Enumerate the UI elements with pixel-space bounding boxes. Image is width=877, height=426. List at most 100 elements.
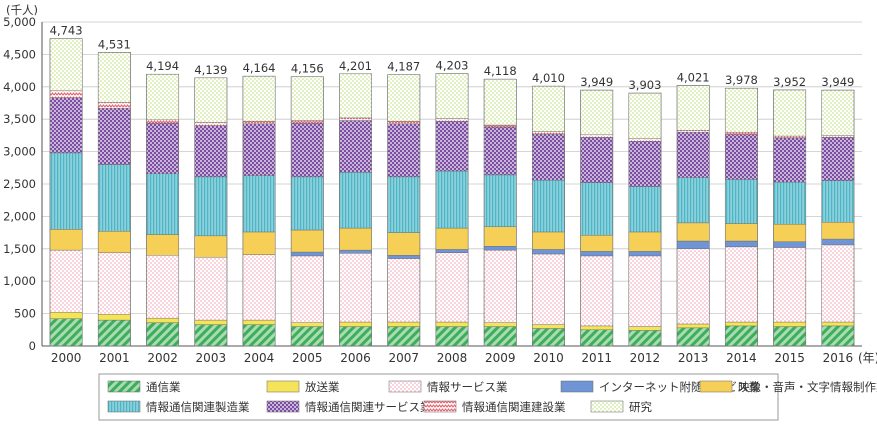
bars-layer [49,38,855,347]
bar-segment [194,324,228,347]
x-tick-label: 2010 [533,351,564,365]
bar-segment [49,249,83,313]
bar-segment [821,135,855,138]
x-tick-label: 2007 [388,351,419,365]
axis-layer: 0 500 1,000 1,500 2,000 2,500 3,000 3,500 4,000 4… [3,3,877,365]
bar-segment [821,222,855,240]
bar-segment [725,321,758,327]
y-tick-label: 3,000 [3,145,36,159]
bar-segment [725,325,758,347]
bar-segment [435,227,469,250]
bar-segment [387,74,421,122]
bar-stack [435,73,469,347]
bar-segment [676,85,710,131]
bar-outline [676,85,710,347]
bar-segment [339,321,372,327]
bar-segment [49,312,83,319]
total-data-label: 3,978 [725,73,758,87]
bar-segment [821,137,855,181]
bar-segment [532,179,565,233]
bar-segment [483,126,517,176]
bar-segment [387,321,421,327]
bar-segment [532,231,565,250]
bar-segment [242,324,276,347]
bar-segment [628,231,662,252]
legend-label: 放送業 [305,380,340,394]
bar-segment [49,97,83,154]
bar-segment [435,120,469,172]
y-tick-label: 4,500 [3,47,36,61]
bar-segment [773,181,807,225]
bar-segment [97,231,131,253]
bar-segment [387,326,421,347]
bar-segment [483,249,517,323]
bar-segment [580,234,614,252]
bar-segment [483,326,517,347]
total-data-label: 4,164 [243,61,276,75]
legend-swatch [388,380,422,393]
total-data-label: 4,194 [146,59,179,73]
bar-segment [532,133,565,181]
bar-segment [435,252,469,323]
bar-segment [773,89,807,137]
y-tick-label: 1,000 [3,274,36,288]
bar-segment [676,130,710,133]
bar-outline [821,89,855,347]
bar-segment [676,222,710,242]
bar-stack [821,89,855,347]
bar-segment [49,318,83,347]
bar-segment [387,232,421,256]
legend-swatch [590,400,624,413]
bar-segment [146,322,179,347]
bar-segment [773,241,807,248]
bar-segment [242,254,276,321]
bar-segment [97,314,131,321]
bar-segment [97,107,131,165]
x-tick-label: 2004 [244,351,275,365]
legend-label: 情報通信関連サービス業 [305,400,432,414]
x-tick-label: 2008 [437,351,468,365]
bar-segment [532,253,565,325]
bar-segment [628,251,662,257]
y-tick-label: 1,500 [3,242,36,256]
bar-segment [676,323,710,329]
bar-segment [194,257,228,321]
bar-stack [194,77,228,347]
bar-segment [290,176,324,231]
x-tick-label: 2011 [581,351,612,365]
bar-segment [435,118,469,122]
bar-segment [387,176,421,233]
bar-stack [290,76,324,347]
bar-segment [725,240,758,248]
total-data-label: 3,952 [773,75,806,89]
bar-segment [676,177,710,224]
bar-segment [146,255,179,319]
bar-segment [580,182,614,236]
bar-outline [194,77,228,347]
bar-outline [580,89,614,347]
bar-segment [532,249,565,255]
legend-label: 情報通信関連建設業 [462,400,566,414]
bar-segment [290,229,324,253]
bar-segment [242,231,276,255]
legend-box [98,373,779,421]
total-data-label: 4,010 [532,71,565,85]
y-tick-label: 0 [29,339,36,353]
bar-segment [194,235,228,258]
bar-segment [483,246,517,251]
y-unit-label: (千人) [6,3,38,17]
total-data-label: 4,021 [677,70,710,84]
legend-label: 研究 [629,400,652,414]
bar-stack [483,78,517,347]
bar-segment [339,326,372,347]
bar-outline [387,74,421,347]
legend-swatch [423,400,457,413]
bar-segment [580,325,614,330]
y-tick-label: 500 [14,307,36,321]
x-tick-label: 2015 [774,351,805,365]
bar-segment [194,122,228,126]
bar-segment [194,176,228,237]
x-tick-label: 2014 [726,351,757,365]
bar-segment [290,326,324,347]
